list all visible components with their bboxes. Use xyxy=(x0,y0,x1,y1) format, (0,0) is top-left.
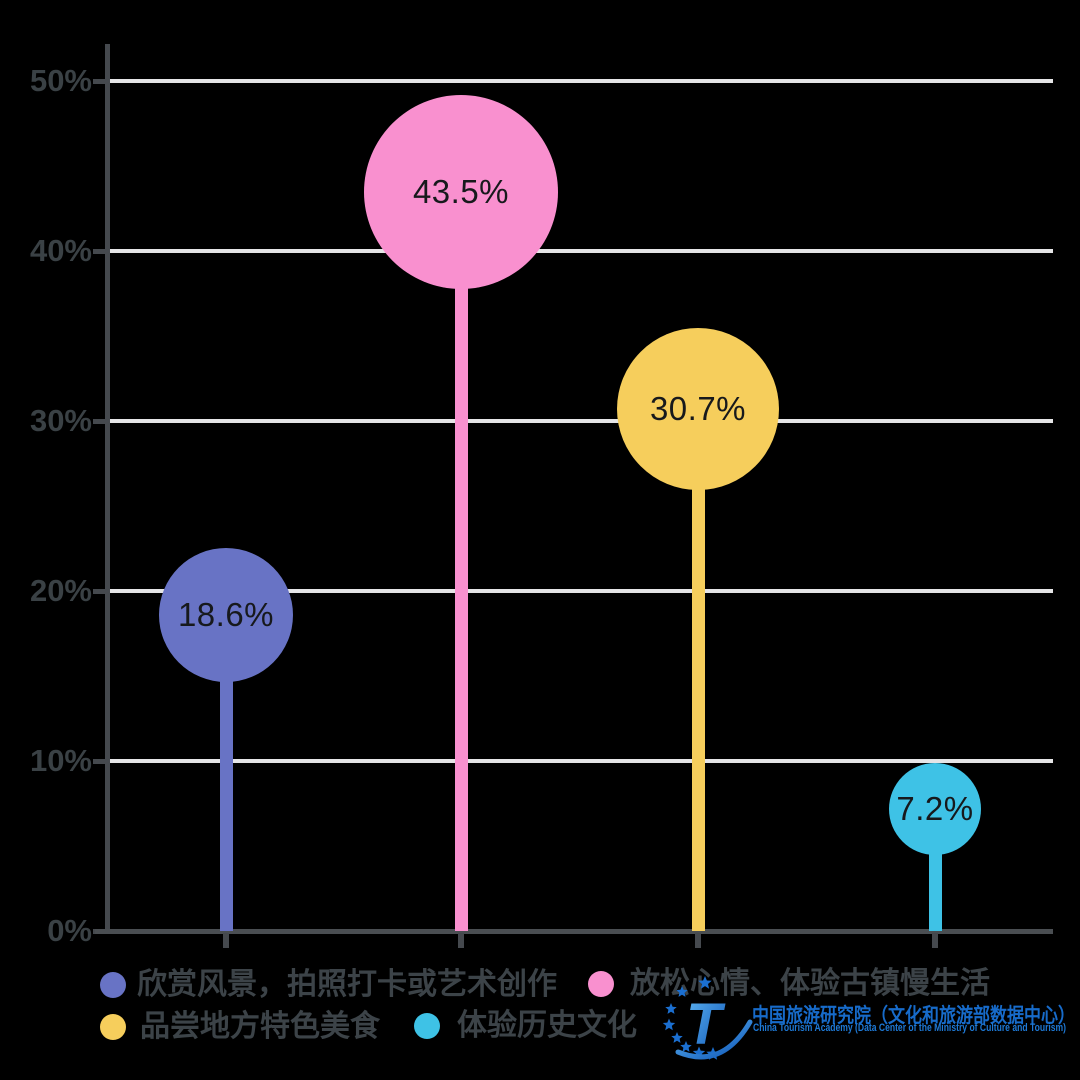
lollipop-bubble: 30.7% xyxy=(617,328,779,491)
lollipop-bubble: 7.2% xyxy=(889,762,981,855)
star-icon xyxy=(680,1041,692,1052)
y-tick-label: 20% xyxy=(29,573,92,608)
gridline xyxy=(108,79,1053,83)
data-label: 43.5% xyxy=(412,172,510,210)
x-axis-tick xyxy=(695,933,701,948)
x-axis-tick xyxy=(223,933,229,948)
lollipop-stem xyxy=(454,191,468,931)
lollipop-bubble: 43.5% xyxy=(364,94,558,289)
brand-name-en: China Tourism Academy (Data Center of th… xyxy=(753,1022,1067,1034)
legend-label: 放松心情、体验古镇慢生活 xyxy=(630,967,990,1000)
lollipop-stem xyxy=(219,614,233,931)
cta-logo-mark: T xyxy=(662,976,753,1060)
y-axis-tick xyxy=(93,79,107,84)
y-tick-label: 40% xyxy=(29,233,92,268)
gridline xyxy=(108,589,1053,593)
lollipop-stem xyxy=(691,409,705,931)
gridline xyxy=(108,759,1053,763)
y-tick-label: 30% xyxy=(29,403,92,438)
star-icon xyxy=(676,986,688,997)
data-label: 30.7% xyxy=(649,390,747,428)
gridline xyxy=(108,419,1053,423)
star-icon xyxy=(662,1018,676,1031)
legend-swatch xyxy=(100,972,126,998)
logo-swoosh-arc xyxy=(675,1019,753,1060)
y-axis-tick xyxy=(93,759,107,764)
y-axis-line xyxy=(105,44,110,934)
logo-stars-arc xyxy=(662,976,720,1060)
data-label: 7.2% xyxy=(896,789,974,827)
y-axis-tick xyxy=(93,589,107,594)
legend-label: 品尝地方特色美食 xyxy=(140,1010,380,1043)
x-axis-line xyxy=(95,929,1053,934)
y-tick-label: 10% xyxy=(29,743,92,778)
x-axis-tick xyxy=(458,933,464,948)
legend-swatch xyxy=(414,1013,440,1039)
x-axis-tick xyxy=(932,933,938,948)
legend-label: 欣赏风景，拍照打卡或艺术创作 xyxy=(137,968,557,1001)
y-tick-label: 50% xyxy=(29,63,92,98)
legend-label: 体验历史文化 xyxy=(457,1009,637,1042)
legend-swatch xyxy=(588,971,614,997)
star-icon xyxy=(698,976,712,989)
y-tick-label: 0% xyxy=(47,913,92,948)
lollipop-bubble: 18.6% xyxy=(159,547,293,682)
logo-letter: T xyxy=(686,992,726,1057)
star-icon xyxy=(665,1003,677,1014)
brand-watermark: T 中国旅游研究院（文化和旅游部数据中心） China Tourism Acad… xyxy=(650,962,1080,1074)
gridline xyxy=(108,249,1053,253)
data-label: 18.6% xyxy=(177,595,275,633)
legend-swatch xyxy=(100,1014,126,1040)
y-axis-tick xyxy=(93,249,107,254)
brand-name-cn: 中国旅游研究院（文化和旅游部数据中心） xyxy=(752,1005,1075,1027)
star-icon xyxy=(671,1032,683,1043)
y-axis-tick xyxy=(93,419,107,424)
